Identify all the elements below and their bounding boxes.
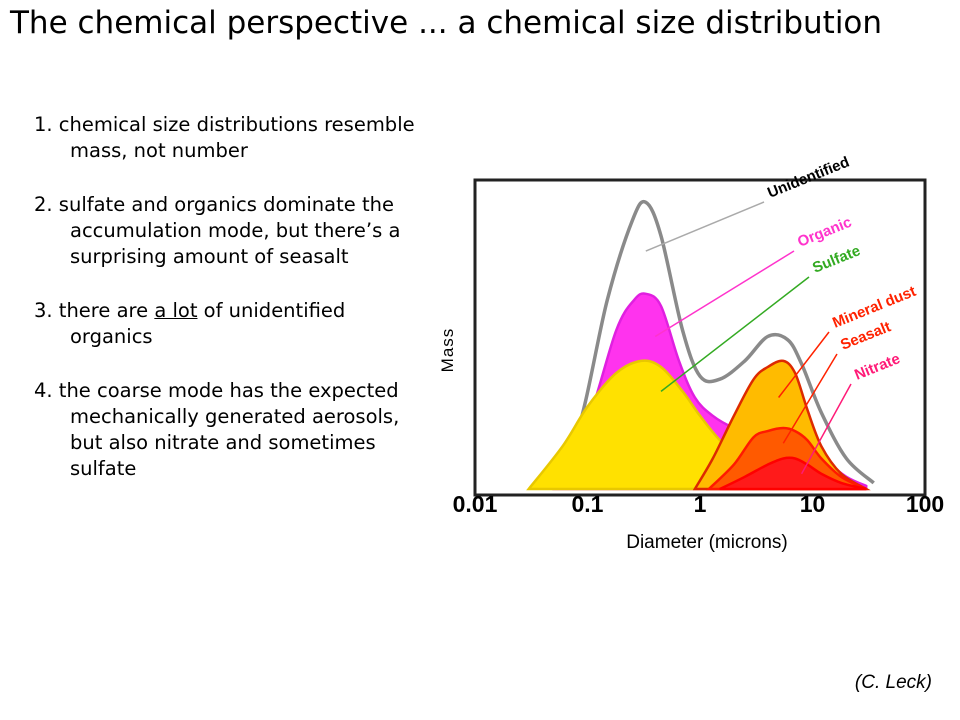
x-tick-label: 10 <box>800 491 826 517</box>
x-tick-label: 0.1 <box>572 491 604 517</box>
bullet-list: 1. chemical size distributions resemble … <box>34 112 419 510</box>
bullet-text: 2. sulfate and organics dominate the acc… <box>34 193 401 268</box>
bullet-text-post: of unidentified organics <box>70 299 346 348</box>
bullet-text: 4. the coarse mode has the expected mech… <box>34 379 400 480</box>
bullet-text: 1. chemical size distributions resemble … <box>34 113 415 162</box>
leader-line-organic <box>654 250 795 338</box>
series-label-unidentified: Unidentified <box>765 153 852 201</box>
series-area-mineral-dust <box>692 359 871 491</box>
series-area-unidentified <box>541 199 875 487</box>
x-tick-label: 100 <box>906 491 944 517</box>
leader-line-sulfate <box>660 276 810 392</box>
bullet-text-pre: 3. there are <box>34 299 155 322</box>
series-label-nitrate: Nitrate <box>852 350 902 384</box>
bullet-item: 3. there are a lot of unidentified organ… <box>34 298 419 350</box>
y-axis-label: Mass <box>438 328 457 373</box>
bullet-item: 2. sulfate and organics dominate the acc… <box>34 192 419 270</box>
area-layer <box>526 199 875 491</box>
leader-lines <box>645 201 852 475</box>
series-label-organic: Organic <box>795 214 854 251</box>
x-axis-label: Diameter (microns) <box>626 532 788 553</box>
credit-text: (C. Leck) <box>854 672 932 693</box>
bullet-item: 1. chemical size distributions resemble … <box>34 112 419 164</box>
leader-line-seasalt <box>782 353 838 444</box>
x-tick-label: 1 <box>694 491 707 517</box>
x-tick-label: 0.01 <box>453 491 498 517</box>
leader-line-unidentified <box>645 201 765 252</box>
x-tick-labels: 0.01 0.1 1 10 100 <box>453 491 945 517</box>
series-label-sulfate: Sulfate <box>810 242 863 276</box>
leader-line-nitrate <box>800 383 852 475</box>
leader-line-mineral-dust <box>778 331 830 398</box>
bullet-item: 4. the coarse mode has the expected mech… <box>34 378 419 482</box>
series-area-nitrate <box>719 456 867 491</box>
bullet-text-underlined: a lot <box>154 299 198 322</box>
plot-frame <box>473 178 927 497</box>
slide-title: The chemical perspective ... a chemical … <box>10 5 883 41</box>
